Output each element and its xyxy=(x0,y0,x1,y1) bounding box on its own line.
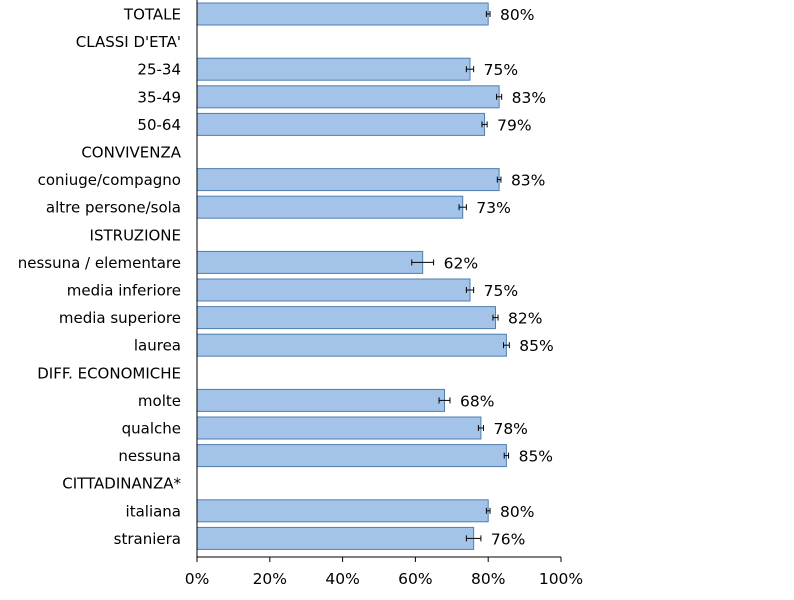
bar xyxy=(196,2,489,26)
bar xyxy=(196,85,500,109)
category-label: nessuna / elementare xyxy=(18,254,181,272)
category-label: 50-64 xyxy=(137,116,181,134)
category-label: 35-49 xyxy=(137,88,181,106)
x-tick-label: 100% xyxy=(539,570,583,588)
bar xyxy=(196,57,471,81)
bar xyxy=(196,195,464,219)
category-label: media superiore xyxy=(59,309,181,327)
category-label: altre persone/sola xyxy=(46,199,181,217)
data-label: 80% xyxy=(500,6,534,24)
bar xyxy=(196,250,424,274)
x-tick-label: 40% xyxy=(325,570,359,588)
bar xyxy=(196,416,482,440)
category-label: coniuge/compagno xyxy=(38,171,181,189)
bar xyxy=(196,306,496,330)
data-label: 62% xyxy=(444,254,478,272)
category-label: qualche xyxy=(122,420,181,438)
bar xyxy=(196,499,489,523)
bar xyxy=(196,388,446,412)
data-label: 68% xyxy=(460,392,494,410)
data-label: 83% xyxy=(512,89,546,107)
category-label: TOTALE xyxy=(123,6,181,24)
data-label: 85% xyxy=(519,448,553,466)
bar xyxy=(196,444,507,468)
bar xyxy=(196,333,507,357)
data-label: 79% xyxy=(497,116,531,134)
group-header-label: CLASSI D'ETA' xyxy=(76,33,181,51)
group-header-label: CONVIVENZA xyxy=(81,144,181,162)
data-label: 75% xyxy=(484,61,518,79)
category-label: nessuna xyxy=(118,447,181,465)
data-label: 73% xyxy=(476,199,510,217)
data-label: 75% xyxy=(484,282,518,300)
category-label: 25-34 xyxy=(137,61,181,79)
category-label: laurea xyxy=(134,337,181,355)
group-header-label: CITTADINANZA* xyxy=(62,475,181,493)
category-label: italiana xyxy=(126,502,181,520)
category-label: molte xyxy=(138,392,181,410)
data-label: 83% xyxy=(511,172,545,190)
x-tick-label: 20% xyxy=(253,570,287,588)
bar xyxy=(196,526,475,550)
data-label: 80% xyxy=(500,503,534,521)
data-label: 76% xyxy=(491,530,525,548)
bar xyxy=(196,278,471,302)
bar xyxy=(196,168,500,192)
bar xyxy=(196,112,486,136)
x-tick-label: 60% xyxy=(398,570,432,588)
data-label: 85% xyxy=(519,337,553,355)
x-tick-label: 0% xyxy=(185,570,210,588)
category-label: straniera xyxy=(114,530,181,548)
data-label: 82% xyxy=(508,310,542,328)
data-label: 78% xyxy=(493,420,527,438)
x-tick-label: 80% xyxy=(471,570,505,588)
group-header-label: ISTRUZIONE xyxy=(90,226,181,244)
group-header-label: DIFF. ECONOMICHE xyxy=(37,364,181,382)
category-label: media inferiore xyxy=(67,282,181,300)
